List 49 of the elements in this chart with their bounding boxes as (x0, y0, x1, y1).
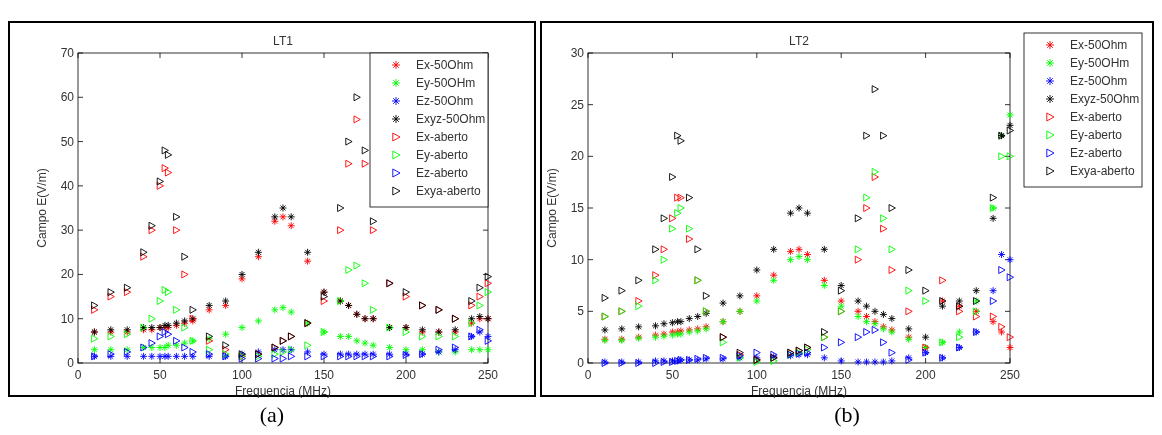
y-tick-label: 40 (60, 178, 75, 193)
text: (a) (259, 402, 285, 427)
legend-label: Ey-aberto (1070, 128, 1123, 142)
legend-label: Ey-50OHm (416, 76, 476, 90)
legend-label: Ex-50Ohm (416, 58, 474, 72)
legend-label: Ey-aberto (416, 148, 469, 162)
legend-label: Ex-50Ohm (1070, 38, 1128, 52)
x-tick-label: 250 (477, 368, 499, 382)
y-tick-label: 60 (60, 90, 75, 105)
x-tick-label: 100 (231, 368, 253, 382)
chart-title: LT1 (273, 34, 294, 48)
legend-label: Ez-50Ohm (1070, 74, 1128, 88)
chart-title: LT2 (789, 34, 810, 48)
y-tick-label: 0 (577, 356, 585, 370)
y-tick-label: 0 (67, 356, 75, 370)
y-tick-label: 20 (570, 149, 585, 164)
y-tick-label: 30 (60, 223, 75, 238)
legend-label: Ez-aberto (416, 166, 469, 180)
legend-label: Exyz-50Ohm (416, 112, 486, 126)
x-tick-label: 100 (746, 368, 768, 382)
y-tick-label: 70 (60, 46, 75, 60)
legend-label: Exya-aberto (1070, 164, 1136, 178)
y-axis-title: Campo E(V/m) (545, 168, 559, 248)
legend-label: Exyz-50Ohm (1070, 92, 1140, 106)
legend-label: Ez-50Ohm (416, 94, 474, 108)
y-tick-label: 20 (60, 267, 75, 282)
text: (b) (834, 402, 860, 427)
x-tick-label: 150 (313, 368, 335, 382)
x-tick-label: 200 (915, 368, 936, 382)
x-tick-label: 200 (395, 368, 417, 382)
y-tick-label: 5 (577, 304, 585, 319)
x-axis-title: Frequencia (MHz) (234, 384, 332, 398)
x-tick-label: 250 (999, 368, 1021, 382)
x-axis-title: Frequencia (MHz) (750, 384, 848, 398)
y-tick-label: 30 (570, 46, 585, 60)
legend-label: Exya-aberto (416, 184, 482, 198)
legend-label: Ey-50OHm (1070, 56, 1130, 70)
y-tick-label: 10 (60, 311, 75, 326)
x-tick-label: 150 (831, 368, 852, 382)
x-tick-label: 50 (665, 368, 680, 382)
x-tick-label: 50 (153, 368, 167, 382)
legend-label: Ex-aberto (416, 130, 469, 144)
legend-label: Ex-aberto (1070, 110, 1123, 124)
legend-label: Ez-aberto (1070, 146, 1123, 160)
y-tick-label: 15 (570, 201, 585, 215)
y-tick-label: 25 (570, 97, 585, 112)
y-tick-label: 10 (570, 252, 585, 267)
y-tick-label: 50 (60, 134, 75, 149)
y-axis-title: Campo E(V/m) (35, 168, 49, 248)
